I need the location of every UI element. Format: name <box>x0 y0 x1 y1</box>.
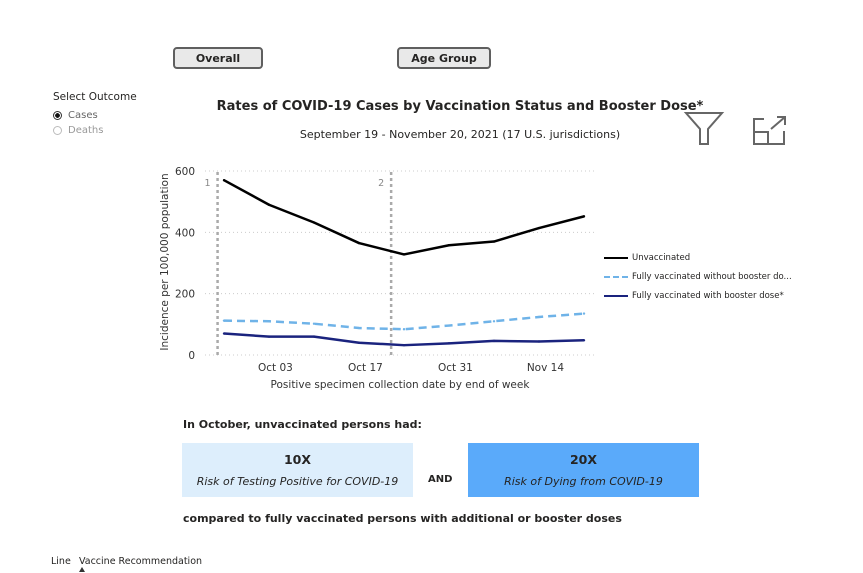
x-tick-label: Oct 03 <box>258 362 293 374</box>
data-point <box>402 253 406 256</box>
data-point <box>222 332 226 335</box>
data-point <box>312 221 316 224</box>
data-point <box>402 328 406 331</box>
data-point <box>447 342 451 345</box>
x-tick-label: Nov 14 <box>527 362 565 374</box>
tab-line[interactable]: Line <box>51 556 71 567</box>
chart-subtitle: September 19 - November 20, 2021 (17 U.S… <box>299 128 621 141</box>
legend-item[interactable]: Fully vaccinated with booster dose* <box>604 291 784 301</box>
data-point <box>447 244 451 247</box>
data-point <box>267 203 271 206</box>
data-point <box>537 340 541 343</box>
y-tick-label: 400 <box>175 227 195 239</box>
cases-risk-value: 10X <box>283 452 312 467</box>
y-tick-label: 0 <box>188 350 195 362</box>
summary-comparison: compared to fully vaccinated persons wit… <box>183 512 622 525</box>
radio-selected-icon <box>53 111 62 120</box>
overall-button[interactable]: Overall <box>173 47 263 69</box>
radio-cases[interactable]: Cases <box>53 110 98 121</box>
x-tick-label: Oct 31 <box>438 362 473 374</box>
y-tick-label: 200 <box>175 289 195 301</box>
data-point <box>492 339 496 343</box>
reference-line-label: 1 <box>205 178 211 189</box>
legend-swatch <box>604 295 628 297</box>
cases-risk-card: 10X Risk of Testing Positive for COVID-1… <box>182 443 413 497</box>
x-axis-label: Positive specimen collection date by end… <box>271 379 531 391</box>
data-point <box>582 215 586 218</box>
y-axis-label: Incidence per 100,000 population <box>159 173 171 350</box>
reference-line-label: 2 <box>378 178 384 189</box>
deaths-risk-label: Risk of Dying from COVID-19 <box>504 475 663 488</box>
deaths-risk-value: 20X <box>569 452 598 467</box>
data-point <box>582 339 586 342</box>
radio-unselected-icon <box>53 126 62 135</box>
series-line-2 <box>223 332 585 347</box>
data-point <box>357 341 361 344</box>
data-point <box>582 312 586 315</box>
select-outcome-label: Select Outcome <box>53 91 137 103</box>
chart-title: Rates of COVID-19 Cases by Vaccination S… <box>216 99 704 114</box>
data-point <box>222 319 226 322</box>
data-point <box>447 324 451 327</box>
cases-risk-label: Risk of Testing Positive for COVID-19 <box>196 475 399 488</box>
data-point <box>267 335 271 338</box>
radio-label: Cases <box>68 110 98 121</box>
data-point <box>312 322 316 325</box>
filter-icon[interactable] <box>683 112 725 145</box>
age-group-button[interactable]: Age Group <box>397 47 491 69</box>
legend-item[interactable]: Unvaccinated <box>604 253 690 263</box>
legend-swatch <box>604 257 628 259</box>
radio-deaths[interactable]: Deaths <box>53 125 103 136</box>
data-point <box>537 226 541 230</box>
data-point <box>537 315 541 319</box>
series-line-1 <box>223 312 585 331</box>
data-point <box>402 343 406 347</box>
data-point <box>267 320 271 323</box>
tab-vaccine-recommendation[interactable]: Vaccine Recommendation <box>79 556 203 567</box>
data-point <box>492 320 496 323</box>
data-point <box>492 240 496 243</box>
and-label: AND <box>428 474 453 485</box>
active-tab-indicator-icon <box>79 567 85 572</box>
series-line-0 <box>223 179 585 256</box>
y-tick-label: 600 <box>175 166 195 178</box>
expand-icon[interactable] <box>753 116 786 145</box>
data-point <box>357 241 361 245</box>
x-tick-label: Oct 17 <box>348 362 383 374</box>
legend-label: Fully vaccinated without booster do... <box>632 272 792 282</box>
legend-label: Fully vaccinated with booster dose* <box>632 291 784 301</box>
summary-intro: In October, unvaccinated persons had: <box>183 418 422 431</box>
legend-item[interactable]: Fully vaccinated without booster do... <box>604 272 792 282</box>
data-point <box>222 179 226 182</box>
radio-label: Deaths <box>68 125 104 136</box>
data-point <box>357 326 361 330</box>
data-point <box>312 335 316 338</box>
legend-swatch <box>604 276 628 278</box>
deaths-risk-card: 20X Risk of Dying from COVID-19 <box>468 443 699 497</box>
legend-label: Unvaccinated <box>632 253 691 263</box>
